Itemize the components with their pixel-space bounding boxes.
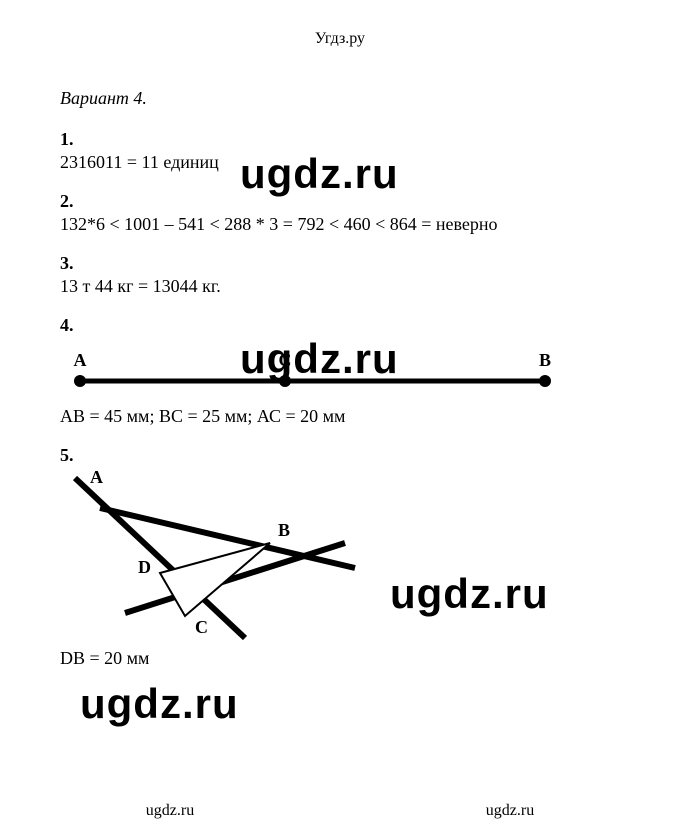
problem-2-num: 2. [60,191,620,212]
footer: ugdz.ru ugdz.ru [0,802,680,820]
label-a: A [74,350,87,370]
label-c: C [279,350,292,370]
problem-1: 1. 2316011 = 11 единиц [60,129,620,173]
problem-5-num: 5. [60,445,620,466]
header-url: Угдз.ру [60,30,620,48]
problem-4-num: 4. [60,315,620,336]
segment-svg: A C B [60,346,570,396]
fig-label-c: C [195,617,208,637]
fig-label-a: A [90,468,103,487]
problem-2: 2. 132*6 < 1001 – 541 < 288 * 3 = 792 < … [60,191,620,235]
problem-5: 5. A B C D DB = 20 мм [60,445,620,669]
problem-4: 4. A C B АВ = 45 мм; ВС = 25 мм; АС = 20… [60,315,620,427]
footer-url-2: ugdz.ru [486,802,534,820]
inner-triangle [160,543,270,616]
problem-1-text: 2316011 = 11 единиц [60,152,620,173]
problem-3-num: 3. [60,253,620,274]
lines-svg: A B C D [60,468,360,648]
fig-label-d: D [138,557,151,577]
problem-4-text: АВ = 45 мм; ВС = 25 мм; АС = 20 мм [60,406,620,427]
point-a [74,375,86,387]
fig-label-b: B [278,520,290,540]
point-c [279,375,291,387]
variant-title: Вариант 4. [60,88,620,109]
segment-diagram: A C B [60,346,620,396]
lines-diagram: A B C D [60,468,620,648]
problem-5-text: DB = 20 мм [60,648,620,669]
footer-url-1: ugdz.ru [146,802,194,820]
problem-3-text: 13 т 44 кг = 13044 кг. [60,276,620,297]
label-b: B [539,350,551,370]
problem-2-text: 132*6 < 1001 – 541 < 288 * 3 = 792 < 460… [60,214,620,235]
point-b [539,375,551,387]
problem-1-num: 1. [60,129,620,150]
watermark-4: ugdz.ru [80,680,239,728]
problem-3: 3. 13 т 44 кг = 13044 кг. [60,253,620,297]
